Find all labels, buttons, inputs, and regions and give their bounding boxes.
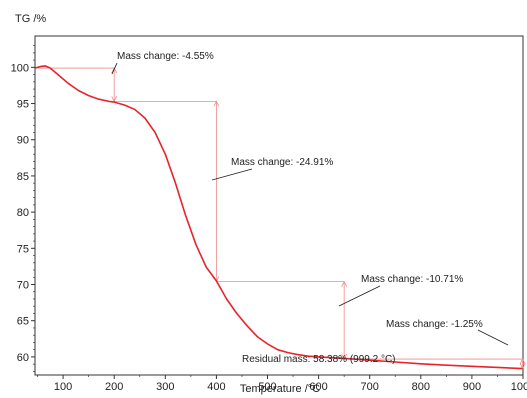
x-tick-label: 1000 bbox=[511, 381, 527, 393]
y-tick-label: 70 bbox=[17, 280, 29, 292]
leader-line bbox=[338, 285, 381, 307]
x-axis-label: Temperature /°C bbox=[240, 383, 320, 395]
mass-change-label: Mass change: -1.25% bbox=[386, 319, 483, 330]
leader-line bbox=[111, 62, 118, 75]
mass-change-label: Mass change: -24.91% bbox=[231, 157, 333, 168]
x-tick-label: 400 bbox=[207, 381, 225, 393]
arrowhead-top bbox=[111, 67, 118, 74]
leader-line bbox=[211, 168, 253, 181]
y-tick-label: 95 bbox=[17, 99, 29, 111]
plot-frame bbox=[34, 35, 524, 376]
mass-change-label: Mass change: -4.55% bbox=[117, 51, 214, 62]
y-tick-label: 90 bbox=[17, 135, 29, 147]
residual-mass-label: Residual mass: 58.38% (999.2 °C) bbox=[242, 354, 396, 365]
arrowhead-top bbox=[213, 100, 220, 107]
tg-curve bbox=[34, 65, 523, 370]
x-tick-label: 200 bbox=[105, 381, 123, 393]
y-tick-label: 100 bbox=[11, 62, 29, 74]
x-tick-label: 700 bbox=[361, 381, 379, 393]
mass-change-label: Mass change: -10.71% bbox=[361, 274, 463, 285]
y-tick-label: 65 bbox=[17, 316, 29, 328]
y-tick-label: 60 bbox=[17, 352, 29, 364]
curve-layer bbox=[34, 65, 523, 370]
arrowhead-top bbox=[519, 358, 526, 365]
leader-line bbox=[477, 329, 509, 346]
y-tick-label: 85 bbox=[17, 171, 29, 183]
x-tick-label: 900 bbox=[463, 381, 481, 393]
y-tick-label: 80 bbox=[17, 207, 29, 219]
x-tick-label: 300 bbox=[156, 381, 174, 393]
x-tick-label: 800 bbox=[412, 381, 430, 393]
axes: 60 65 70 75 80 85 90 95 100 100 200 300 400 500 600 700… bbox=[11, 35, 527, 393]
guide-lines bbox=[35, 67, 526, 370]
annotations: Mass change: -4.55% Mass change: -24.91% M… bbox=[111, 51, 509, 365]
arrowhead-top bbox=[341, 280, 348, 287]
y-axis-label: TG /% bbox=[15, 13, 46, 25]
x-tick-label: 500 bbox=[258, 381, 276, 393]
x-tick-label: 100 bbox=[54, 381, 72, 393]
x-tick-label: 600 bbox=[309, 381, 327, 393]
y-tick-label: 75 bbox=[17, 243, 29, 255]
